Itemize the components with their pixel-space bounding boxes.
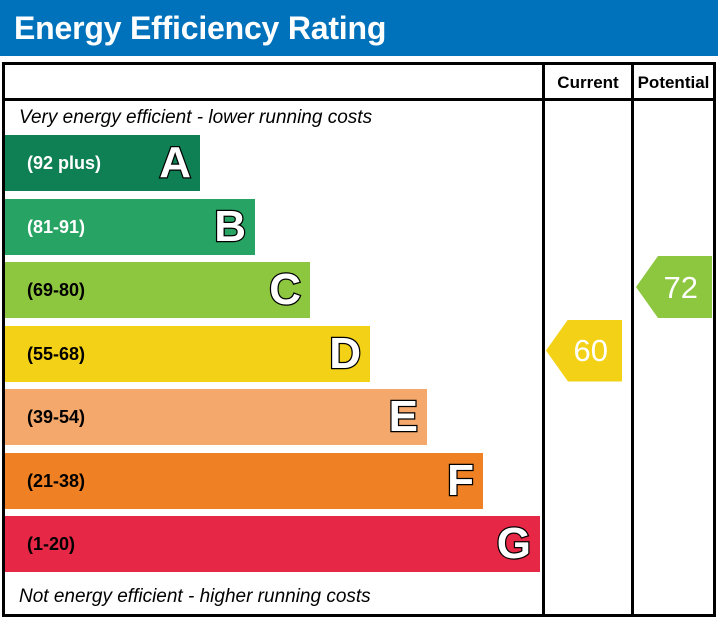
band-range-label: (39-54) (27, 407, 86, 427)
current-rating-value: 60 (573, 333, 608, 368)
band-list: (92 plus) A (81-91) B (69-80) C (55-68) D (39-54… (5, 135, 542, 582)
column-header-current: Current (542, 65, 631, 101)
band-range-label: (81-91) (27, 216, 86, 237)
band-range-label: (55-68) (27, 343, 86, 364)
bands-area: Very energy efficient - lower running co… (5, 101, 542, 614)
column-divider-right (631, 101, 634, 614)
band-range-label: (21-38) (27, 470, 86, 491)
band-letter-f: F (446, 455, 475, 505)
band-row-a: (92 plus) A (5, 135, 200, 191)
column-header-potential: Potential (631, 65, 713, 101)
page-title: Energy Efficiency Rating (14, 10, 387, 46)
band-letter-c: C (268, 265, 302, 314)
band-letter-e: E (387, 392, 419, 441)
caption-inefficient: Not energy efficient - higher running co… (19, 586, 371, 607)
band-row-d: (55-68) D (5, 325, 370, 382)
band-row-f: (21-38) F (5, 452, 483, 509)
band-letter-d: D (328, 328, 362, 378)
band-row-b: (81-91) B (5, 198, 255, 255)
potential-rating-value: 72 (663, 269, 698, 305)
column-divider-left (542, 101, 545, 614)
band-letter-a: A (158, 138, 192, 187)
band-letter-b: B (213, 201, 247, 251)
band-letter-g: G (496, 519, 533, 568)
table-header-row: Current Potential (5, 65, 713, 101)
band-row-c: (69-80) C (5, 262, 310, 318)
band-range-label: (69-80) (27, 280, 86, 300)
band-range-label: (1-20) (27, 534, 76, 554)
band-row-g: (1-20) G (5, 516, 540, 572)
chart-title-bar: Energy Efficiency Rating (0, 0, 718, 56)
caption-efficient: Very energy efficient - lower running co… (19, 107, 373, 128)
band-row-e: (39-54) E (5, 389, 427, 445)
band-range-label: (92 plus) (27, 153, 102, 173)
